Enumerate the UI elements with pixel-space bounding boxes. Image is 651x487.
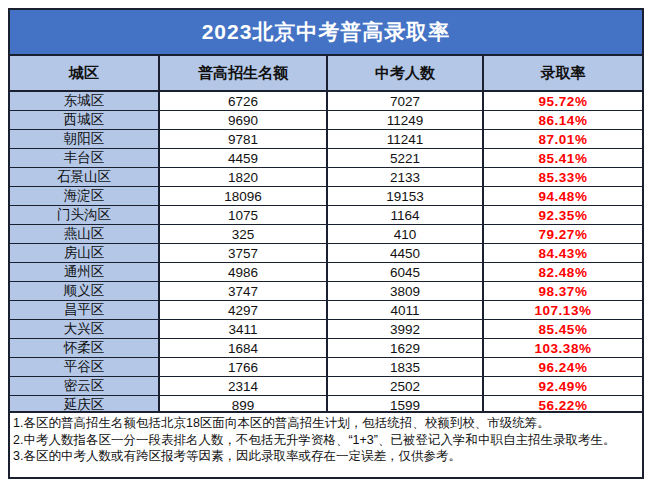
- candidates-cell: 2502: [328, 377, 484, 395]
- quota-cell: 3757: [160, 244, 328, 262]
- district-cell: 丰台区: [10, 149, 160, 167]
- footnotes: 1.各区的普高招生名额包括北京18区面向本区的普高招生计划，包括统招、校额到校、…: [10, 411, 642, 477]
- quota-cell: 4297: [160, 301, 328, 319]
- table-row: 房山区3757445084.43%: [10, 243, 642, 262]
- candidates-cell: 11249: [328, 111, 484, 129]
- district-cell: 昌平区: [10, 301, 160, 319]
- district-cell: 西城区: [10, 111, 160, 129]
- quota-cell: 1684: [160, 339, 328, 357]
- rate-cell: 87.01%: [484, 130, 642, 148]
- district-cell: 平谷区: [10, 358, 160, 376]
- candidates-cell: 1629: [328, 339, 484, 357]
- table-row: 西城区96901124986.14%: [10, 110, 642, 129]
- table-row: 朝阳区97811124187.01%: [10, 129, 642, 148]
- district-cell: 朝阳区: [10, 130, 160, 148]
- rate-cell: 98.37%: [484, 282, 642, 300]
- district-cell: 海淀区: [10, 187, 160, 205]
- table-row: 燕山区32541079.27%: [10, 224, 642, 243]
- district-cell: 通州区: [10, 263, 160, 281]
- district-cell: 房山区: [10, 244, 160, 262]
- table-row: 怀柔区16841629103.38%: [10, 338, 642, 357]
- rate-cell: 85.33%: [484, 168, 642, 186]
- table-row: 平谷区1766183596.24%: [10, 357, 642, 376]
- candidates-cell: 1835: [328, 358, 484, 376]
- candidates-cell: 4011: [328, 301, 484, 319]
- quota-cell: 1075: [160, 206, 328, 224]
- footnote-2: 2.中考人数指各区一分一段表排名人数，不包括无升学资格、“1+3”、已被登记入学…: [13, 432, 639, 449]
- district-cell: 石景山区: [10, 168, 160, 186]
- rate-cell: 84.43%: [484, 244, 642, 262]
- candidates-cell: 3809: [328, 282, 484, 300]
- table-row: 门头沟区1075116492.35%: [10, 205, 642, 224]
- column-header-district: 城区: [10, 56, 160, 90]
- candidates-cell: 4450: [328, 244, 484, 262]
- candidates-cell: 3992: [328, 320, 484, 338]
- rate-cell: 107.13%: [484, 301, 642, 319]
- table-body: 东城区6726702795.72%西城区96901124986.14%朝阳区97…: [10, 92, 642, 411]
- column-header-rate: 录取率: [484, 56, 642, 90]
- table-row: 密云区2314250292.49%: [10, 376, 642, 395]
- quota-cell: 4459: [160, 149, 328, 167]
- district-cell: 顺义区: [10, 282, 160, 300]
- quota-cell: 1766: [160, 358, 328, 376]
- candidates-cell: 2133: [328, 168, 484, 186]
- candidates-cell: 410: [328, 225, 484, 243]
- table-row: 石景山区1820213385.33%: [10, 167, 642, 186]
- district-cell: 燕山区: [10, 225, 160, 243]
- rate-cell: 85.41%: [484, 149, 642, 167]
- district-cell: 大兴区: [10, 320, 160, 338]
- rate-cell: 85.45%: [484, 320, 642, 338]
- quota-cell: 6726: [160, 92, 328, 110]
- rate-cell: 94.48%: [484, 187, 642, 205]
- footnote-1: 1.各区的普高招生名额包括北京18区面向本区的普高招生计划，包括统招、校额到校、…: [13, 415, 639, 432]
- district-cell: 东城区: [10, 92, 160, 110]
- rate-cell: 103.38%: [484, 339, 642, 357]
- table-row: 顺义区3747380998.37%: [10, 281, 642, 300]
- rate-cell: 95.72%: [484, 92, 642, 110]
- district-cell: 门头沟区: [10, 206, 160, 224]
- candidates-cell: 5221: [328, 149, 484, 167]
- column-header-quota: 普高招生名额: [160, 56, 328, 90]
- candidates-cell: 1164: [328, 206, 484, 224]
- quota-cell: 1820: [160, 168, 328, 186]
- table-row: 东城区6726702795.72%: [10, 92, 642, 110]
- quota-cell: 9690: [160, 111, 328, 129]
- quota-cell: 2314: [160, 377, 328, 395]
- table-row: 海淀区180961915394.48%: [10, 186, 642, 205]
- quota-cell: 4986: [160, 263, 328, 281]
- district-cell: 密云区: [10, 377, 160, 395]
- rate-cell: 79.27%: [484, 225, 642, 243]
- table-title: 2023北京中考普高录取率: [10, 10, 642, 54]
- rate-cell: 96.24%: [484, 358, 642, 376]
- footnote-3: 3.各区的中考人数或有跨区报考等因素，因此录取率或存在一定误差，仅供参考。: [13, 448, 639, 465]
- rate-cell: 86.14%: [484, 111, 642, 129]
- candidates-cell: 7027: [328, 92, 484, 110]
- quota-cell: 3747: [160, 282, 328, 300]
- quota-cell: 325: [160, 225, 328, 243]
- candidates-cell: 6045: [328, 263, 484, 281]
- column-header-candidates: 中考人数: [328, 56, 484, 90]
- table-row: 通州区4986604582.48%: [10, 262, 642, 281]
- table-row: 丰台区4459522185.41%: [10, 148, 642, 167]
- candidates-cell: 11241: [328, 130, 484, 148]
- candidates-cell: 19153: [328, 187, 484, 205]
- rate-cell: 82.48%: [484, 263, 642, 281]
- quota-cell: 18096: [160, 187, 328, 205]
- rate-cell: 92.35%: [484, 206, 642, 224]
- table-row: 大兴区3411399285.45%: [10, 319, 642, 338]
- quota-cell: 9781: [160, 130, 328, 148]
- district-cell: 怀柔区: [10, 339, 160, 357]
- table-row: 昌平区42974011107.13%: [10, 300, 642, 319]
- rate-cell: 92.49%: [484, 377, 642, 395]
- quota-cell: 3411: [160, 320, 328, 338]
- table-header-row: 城区 普高招生名额 中考人数 录取率: [10, 54, 642, 92]
- admission-rate-table: 2023北京中考普高录取率 城区 普高招生名额 中考人数 录取率 东城区6726…: [8, 8, 644, 479]
